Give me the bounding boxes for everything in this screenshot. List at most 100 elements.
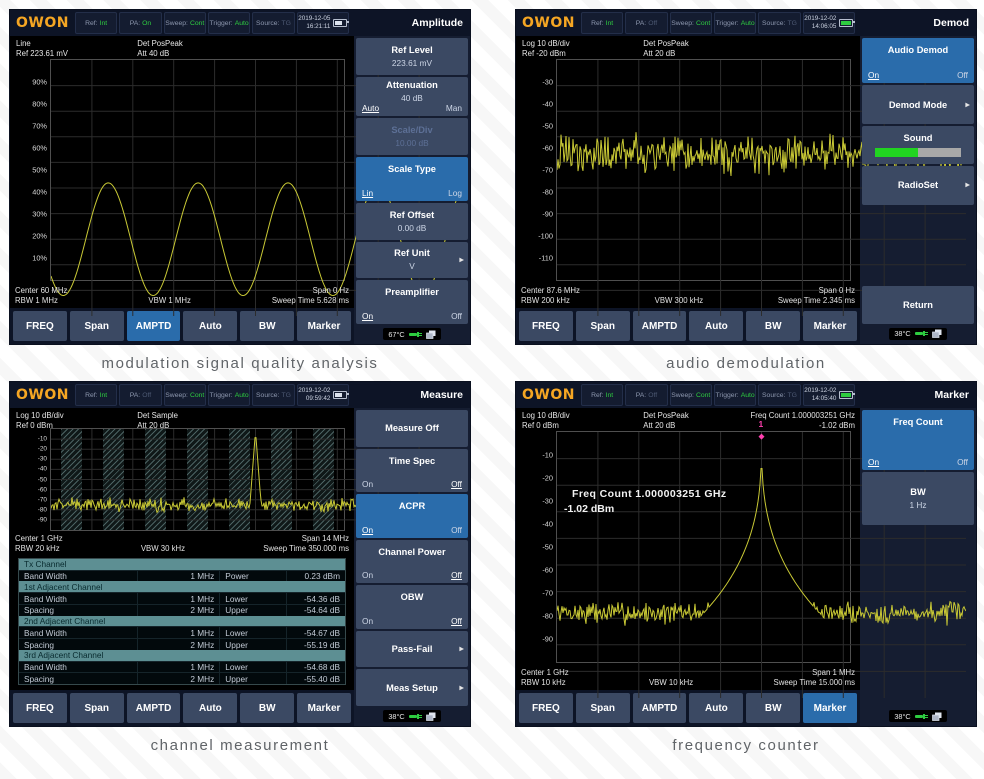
status-value: Int	[605, 391, 614, 399]
button-amptd[interactable]: AMPTD	[126, 693, 181, 723]
menu-item-freq-count[interactable]: Freq Count On Off	[862, 410, 974, 470]
span: Span 14 MHz	[301, 533, 349, 543]
y-axis-label: -80	[542, 187, 553, 197]
button-marker[interactable]: Marker	[297, 693, 351, 723]
menu-item-meas-setup[interactable]: Meas Setup ▶	[356, 669, 468, 707]
button-auto[interactable]: Auto	[183, 311, 238, 341]
toggle-option-on[interactable]: On	[362, 615, 374, 626]
table-row: Band Width 1 MHz Lower -54.68 dB	[19, 660, 345, 673]
toggle-option-off[interactable]: Off	[451, 479, 462, 490]
owon-logo: OWON	[16, 387, 69, 403]
analyzer-screen-demod: OWON Ref: Int PA: Off Sweep: Cont Trigger: Auto S…	[516, 10, 976, 344]
status-value: Cont	[695, 391, 711, 399]
toggle-option-auto[interactable]: Auto	[362, 103, 380, 114]
y-axis-label: -90	[37, 516, 47, 524]
annotation-freq-count: Freq Count 1.000003251 GHz -1.02 dBm	[751, 411, 855, 431]
menu-item-ref-level[interactable]: Ref Level 223.61 mV	[356, 38, 468, 75]
button-freq[interactable]: FREQ	[519, 311, 573, 341]
menu-toggle: On Off	[362, 479, 462, 489]
y-axis-label: -50	[542, 121, 553, 131]
channel-table-inner: Tx Channel Band Width 1 MHz Power 0.23 dBm 1s…	[18, 558, 346, 685]
y-axis-label: -70	[542, 165, 553, 175]
button-bw[interactable]: BW	[746, 693, 801, 723]
menu-item-sound[interactable]: Sound	[862, 125, 974, 165]
toggle-option-man[interactable]: Man	[445, 103, 462, 114]
marker-number: 1	[758, 419, 764, 429]
button-span[interactable]: Span	[575, 693, 630, 723]
rbw: RBW 200 kHz	[521, 295, 570, 305]
menu-item-ref-offset[interactable]: Ref Offset 0.00 dB	[356, 202, 468, 240]
y-axis-label: 50%	[32, 165, 47, 175]
button-bw[interactable]: BW	[746, 311, 801, 341]
button-span[interactable]: Span	[575, 311, 630, 341]
button-span[interactable]: Span	[69, 693, 124, 723]
menu-item-bw[interactable]: BW 1 Hz	[862, 471, 974, 525]
toggle-option-log[interactable]: Log	[448, 187, 462, 198]
button-bw[interactable]: BW	[240, 693, 295, 723]
button-marker[interactable]: Marker	[803, 693, 857, 723]
toggle-option-off[interactable]: Off	[451, 311, 462, 322]
panel-cell-demod: OWON Ref: Int PA: Off Sweep: Cont Trigger: Auto S…	[516, 10, 976, 382]
button-freq[interactable]: FREQ	[13, 693, 67, 723]
toggle-option-on[interactable]: On	[868, 70, 880, 81]
menu-item-obw[interactable]: OBW On Off	[356, 585, 468, 629]
status-value: TG	[787, 391, 797, 399]
temperature-value: 38°C	[388, 711, 405, 721]
menu-item-scale-type[interactable]: Scale Type Lin Log	[356, 157, 468, 201]
menu-item-ref-unit[interactable]: Ref Unit V ▶	[356, 241, 468, 279]
button-freq[interactable]: FREQ	[519, 693, 573, 723]
sound-level-bar[interactable]	[875, 148, 961, 158]
status-value: TG	[281, 19, 291, 27]
button-marker[interactable]: Marker	[297, 311, 351, 341]
menu-item-attenuation[interactable]: Attenuation 40 dB Auto Man	[356, 76, 468, 117]
button-auto[interactable]: Auto	[689, 311, 744, 341]
status-label: Trigger:	[209, 391, 233, 399]
menu-item-audio-demod[interactable]: Audio Demod On Off	[862, 38, 974, 84]
span: Span 1 MHz	[812, 667, 855, 677]
menu-item-value: 10.00 dB	[395, 138, 429, 149]
toggle-option-off[interactable]: Off	[957, 70, 968, 81]
table-row: Band Width 1 MHz Lower -54.36 dB	[19, 592, 345, 604]
menu-item-measure-off[interactable]: Measure Off	[356, 410, 468, 447]
button-span[interactable]: Span	[69, 311, 124, 341]
status-value: Cont	[189, 19, 205, 27]
button-auto[interactable]: Auto	[689, 693, 744, 723]
button-auto[interactable]: Auto	[183, 693, 238, 723]
button-bw[interactable]: BW	[240, 311, 295, 341]
menu-item-pass-fail[interactable]: Pass-Fail ▶	[356, 630, 468, 668]
toggle-option-lin[interactable]: Lin	[362, 187, 374, 198]
toggle-option-on[interactable]: On	[362, 311, 374, 322]
menu-item-radioset[interactable]: RadioSet ▶	[862, 166, 974, 205]
toggle-option-on[interactable]: On	[362, 524, 374, 535]
menu-item-preamplifier[interactable]: Preamplifier On Off	[356, 280, 468, 325]
table-row: Band Width 1 MHz Power 0.23 dBm	[19, 569, 345, 582]
toggle-option-off[interactable]: Off	[451, 615, 462, 626]
toggle-option-off[interactable]: Off	[451, 570, 462, 581]
info-right: Span 1 MHz Sweep Time 15.000 ms	[774, 668, 855, 688]
status-value: Off	[142, 391, 152, 399]
menu-item-label: Sound	[903, 133, 933, 144]
status-strip: 38°C	[862, 326, 974, 342]
menu-item-scale-div[interactable]: Scale/Div 10.00 dB	[356, 118, 468, 156]
button-amptd[interactable]: AMPTD	[632, 311, 687, 341]
table-row: Band Width 1 MHz Lower -54.67 dB	[19, 626, 345, 639]
plot-area: 90% 80% 70% 60% 50% 40% 30% 20% 10%	[32, 59, 460, 316]
button-amptd[interactable]: AMPTD	[632, 693, 687, 723]
toggle-option-on[interactable]: On	[362, 570, 374, 581]
toggle-option-off[interactable]: Off	[451, 524, 462, 535]
menu-item-demod-mode[interactable]: Demod Mode ▶	[862, 85, 974, 124]
status-sweep: Sweep: Cont	[163, 12, 206, 34]
toggle-option-on[interactable]: On	[362, 479, 374, 490]
toggle-option-on[interactable]: On	[868, 456, 880, 467]
button-marker[interactable]: Marker	[803, 311, 857, 341]
menu-item-channel-power[interactable]: Channel Power On Off	[356, 539, 468, 584]
menu-item-acpr[interactable]: ACPR On Off	[356, 494, 468, 538]
annotation-line: Freq Count 1.000003251 GHz	[750, 411, 855, 420]
status-trigger: Trigger: Auto	[207, 12, 251, 34]
menu-item-time-spec[interactable]: Time Spec On Off	[356, 448, 468, 493]
button-freq[interactable]: FREQ	[13, 311, 67, 341]
time-text: 14:05:40	[811, 395, 837, 402]
button-amptd[interactable]: AMPTD	[126, 311, 181, 341]
toggle-option-off[interactable]: Off	[957, 456, 968, 467]
menu-item-return[interactable]: Return	[862, 285, 974, 324]
